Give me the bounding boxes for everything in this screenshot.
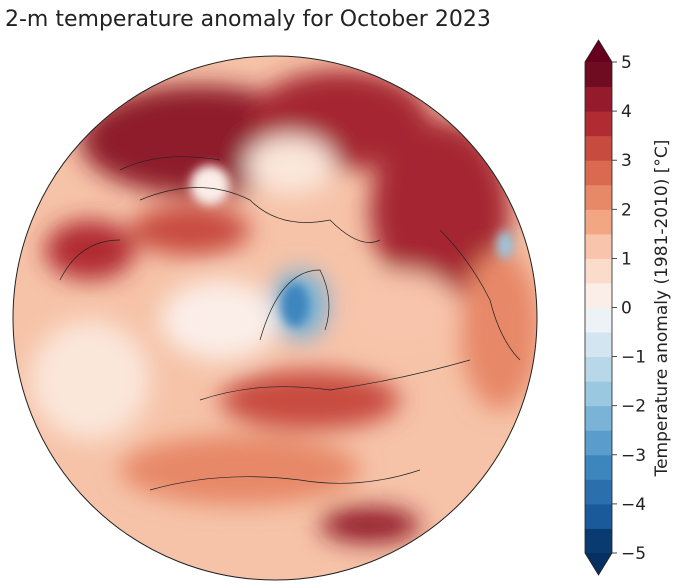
colorbar-band (585, 405, 612, 431)
coastlines (59, 156, 521, 491)
colorbar-tick-label: −2 (621, 397, 646, 417)
anomaly-field (30, 70, 537, 543)
colorbar-label: Temperature anomaly (1981-2010) [°C] (652, 140, 672, 478)
colorbar-tick-label: 3 (621, 151, 632, 171)
colorbar-band (585, 111, 612, 137)
colorbar-band (585, 282, 612, 308)
colorbar-band (585, 356, 612, 382)
colorbar-band (585, 86, 612, 112)
colorbar-band (585, 160, 612, 186)
colorbar-band (585, 430, 612, 456)
colorbar-band (585, 503, 612, 529)
colorbar-band (585, 184, 612, 210)
colorbar-tick-label: 1 (621, 249, 632, 269)
colorbar-band (585, 528, 612, 554)
colorbar-band (585, 307, 612, 333)
colorbar-extend-over (585, 40, 612, 62)
globe-outline (12, 55, 538, 581)
colorbar-band (585, 233, 612, 259)
colorbar-extend-under (585, 553, 612, 575)
colorbar-tick-label: −4 (621, 495, 646, 515)
colorbar-tick-label: 2 (621, 200, 632, 220)
colorbar-tick-label: 5 (621, 53, 632, 73)
colorbar-band (585, 209, 612, 235)
colorbar-band (585, 62, 612, 88)
globe (13, 56, 537, 580)
colorbar-band (585, 332, 612, 358)
colorbar-tick-label: −5 (621, 544, 646, 564)
colorbar-band (585, 258, 612, 284)
colorbar-band (585, 454, 612, 480)
anomaly-detail (190, 165, 513, 327)
colorbar-tick-label: 4 (621, 102, 632, 122)
colorbar: −5 −4 −3 −2 −1 0 1 2 3 4 5 (584, 39, 646, 576)
colorbar-band (585, 381, 612, 407)
colorbar-tick-label: 0 (621, 299, 632, 319)
colorbar-tick-label: −3 (621, 446, 646, 466)
colorbar-tick-label: −1 (621, 348, 646, 368)
colorbar-band (585, 479, 612, 505)
title: 2-m temperature anomaly for October 2023 (5, 7, 491, 32)
colorbar-band (585, 135, 612, 161)
